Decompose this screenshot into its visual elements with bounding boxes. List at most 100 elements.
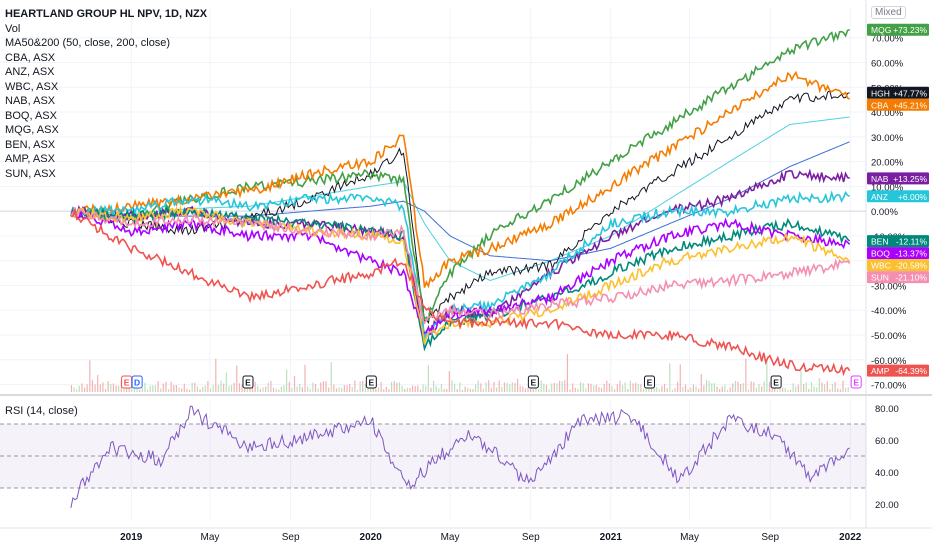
volume-bar	[490, 388, 492, 392]
volume-bar	[679, 364, 681, 392]
volume-bar	[110, 383, 112, 392]
volume-bar	[498, 380, 500, 392]
volume-bar	[125, 385, 128, 392]
volume-bar	[333, 384, 335, 392]
volume-bar	[453, 383, 456, 392]
volume-bar	[223, 383, 225, 392]
event-marker-letter: E	[853, 378, 859, 388]
volume-bar	[99, 384, 101, 392]
volume-bar	[826, 381, 828, 392]
volume-bar	[131, 387, 133, 392]
volume-bar	[768, 381, 771, 392]
volume-bar	[78, 385, 80, 392]
volume-bar	[312, 382, 314, 392]
volume-bar	[349, 383, 351, 392]
volume-bar	[461, 389, 464, 392]
event-marker: E	[527, 375, 539, 389]
volume-bar	[511, 382, 513, 392]
series-label-bg	[867, 172, 929, 185]
volume-bar	[309, 388, 311, 392]
volume-bar	[682, 386, 684, 392]
event-marker: E	[121, 375, 133, 389]
volume-bar	[160, 388, 162, 392]
volume-bar	[845, 387, 847, 392]
series-label-name: ANZ	[871, 192, 888, 202]
volume-bar	[194, 382, 196, 392]
y-tick-label: -50.00%	[871, 331, 907, 342]
event-marker: E	[365, 375, 377, 389]
scale-mode-button[interactable]: Mixed	[871, 6, 906, 19]
series-label-bg	[867, 235, 929, 248]
volume-bar	[246, 386, 248, 392]
volume-bar	[551, 383, 553, 392]
volume-bar	[800, 371, 802, 392]
volume-bar	[112, 383, 115, 392]
rsi-title: RSI (14, close)	[5, 405, 78, 417]
volume-bar	[238, 383, 241, 392]
event-marker-letter: E	[368, 378, 374, 388]
volume-bar	[516, 378, 519, 392]
volume-bar	[401, 385, 403, 392]
volume-bar	[446, 389, 448, 392]
volume-bar	[178, 387, 180, 392]
volume-bar	[262, 387, 264, 392]
volume-bar	[782, 387, 784, 392]
volume-bar	[593, 385, 595, 392]
volume-bar	[207, 380, 209, 392]
volume-bar	[635, 382, 637, 392]
volume-bar	[149, 385, 151, 392]
volume-bar	[747, 389, 750, 392]
series-label-value: -12.11%	[896, 237, 927, 247]
volume-bar	[587, 383, 590, 392]
volume-bar	[789, 389, 792, 392]
volume-bar	[590, 383, 592, 392]
volume-bar	[527, 387, 529, 392]
volume-bar	[165, 381, 167, 392]
volume-bar	[346, 385, 348, 392]
series-label-nab: NAB +13.25%	[867, 172, 929, 185]
event-marker: E	[850, 375, 862, 389]
volume-bar	[356, 389, 359, 392]
volume-bar	[104, 389, 107, 392]
volume-bar	[656, 387, 658, 392]
volume-bar	[661, 385, 663, 392]
volume-bar	[438, 388, 440, 392]
volume-bar	[758, 383, 760, 392]
volume-bar	[86, 384, 88, 392]
volume-bar	[204, 385, 206, 392]
volume-bar	[598, 387, 600, 392]
x-tick-label: Sep	[761, 532, 779, 543]
volume-bar	[175, 385, 178, 392]
volume-bar	[653, 384, 655, 392]
volume-bar	[139, 389, 141, 392]
volume-bar	[755, 387, 757, 392]
event-marker-letter: E	[773, 378, 779, 388]
series-label-value: +45.21%	[893, 100, 927, 110]
legend-line: BOQ, ASX	[5, 109, 57, 122]
volume-bar	[474, 384, 477, 392]
legend-line: SUN, ASX	[5, 167, 56, 180]
volume-bar	[561, 381, 563, 392]
volume-bar	[711, 383, 713, 392]
series-line-mqg	[70, 28, 850, 321]
x-tick-label: Sep	[522, 532, 540, 543]
volume-bar	[514, 383, 516, 392]
ma200-line	[70, 141, 850, 262]
rsi-y-tick-label: 60.00	[875, 436, 899, 447]
y-tick-label: -60.00%	[871, 356, 907, 367]
volume-bar	[488, 380, 490, 392]
event-marker-box	[242, 375, 254, 389]
volume-bar	[640, 384, 642, 392]
volume-bar	[493, 382, 495, 392]
volume-bar	[472, 389, 474, 392]
series-label-value: +73.23%	[893, 25, 927, 35]
series-label-name: BEN	[871, 237, 888, 247]
volume-bar	[191, 382, 193, 392]
volume-bar	[509, 384, 511, 392]
volume-bar	[810, 382, 813, 392]
volume-bar	[272, 387, 275, 392]
volume-bar	[695, 386, 697, 392]
volume-bar	[325, 381, 327, 392]
ma50-line	[70, 116, 850, 282]
